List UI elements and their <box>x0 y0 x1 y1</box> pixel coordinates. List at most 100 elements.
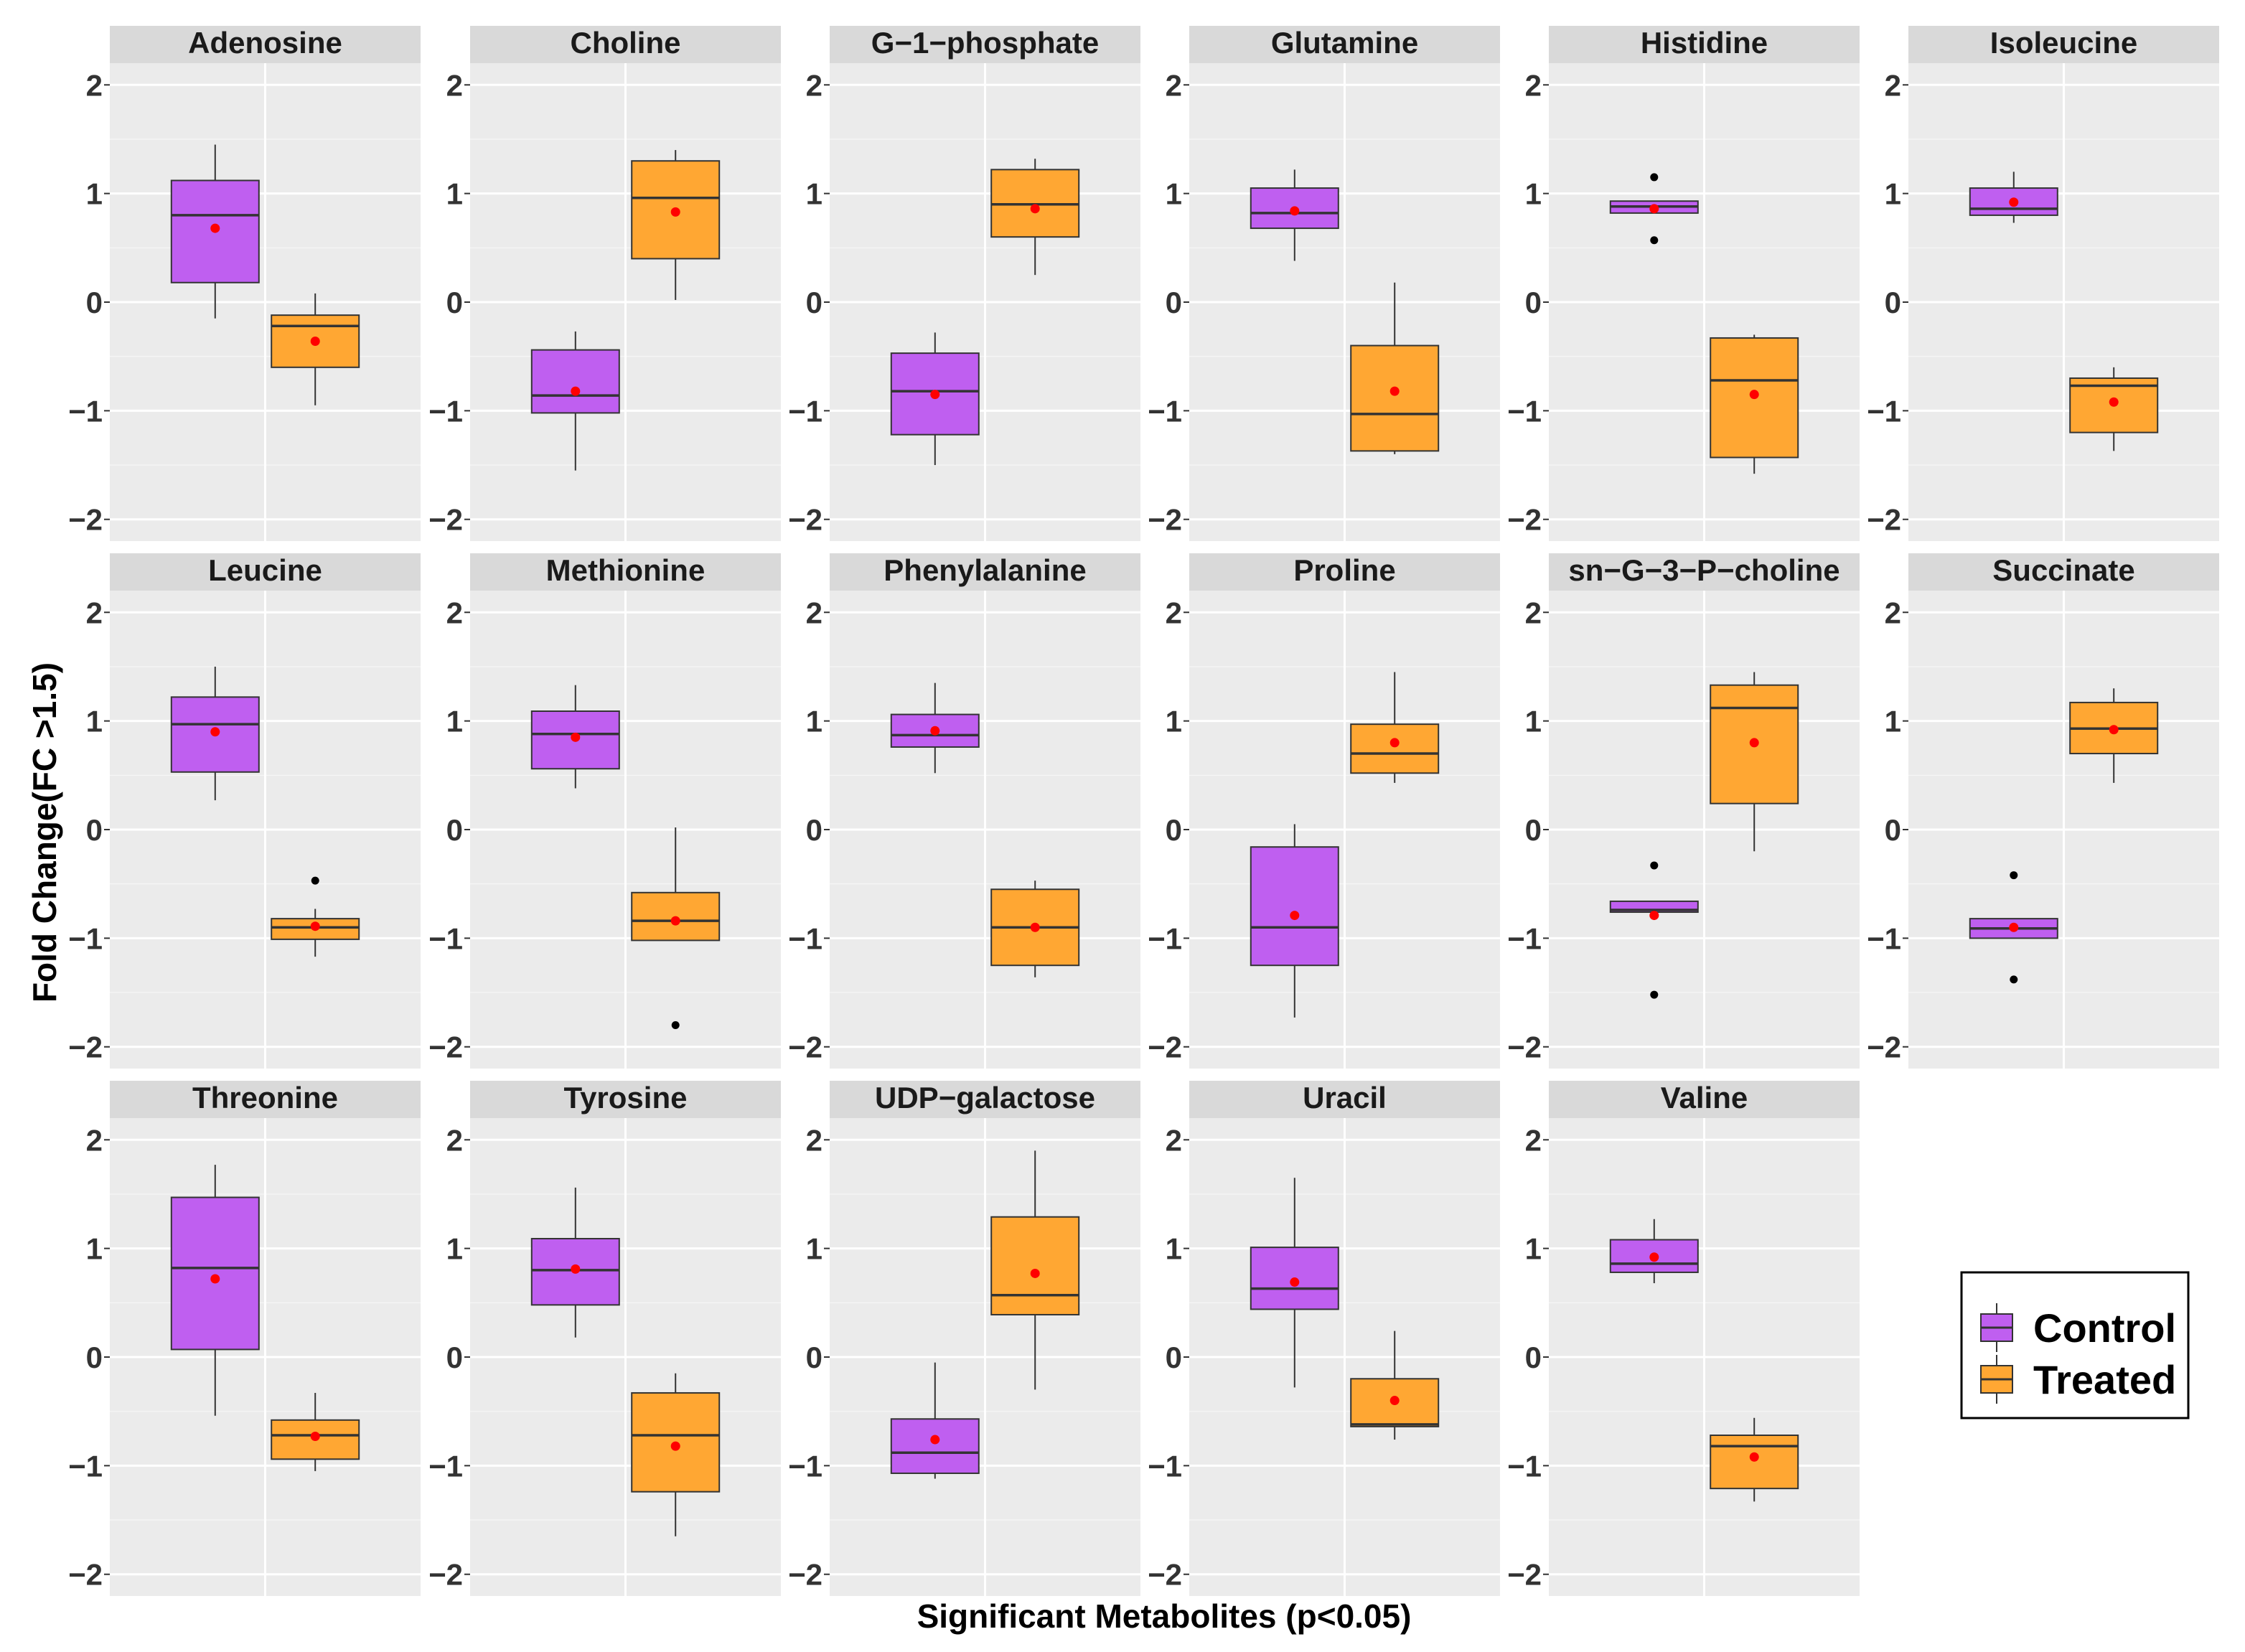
outlier-point <box>2010 975 2018 984</box>
mean-point <box>1749 1452 1759 1462</box>
y-tick-label: 2 <box>1525 68 1542 102</box>
y-tick-label: 2 <box>86 68 103 102</box>
y-tick-label: 2 <box>806 596 822 629</box>
treated-box <box>631 1373 721 1536</box>
y-tick-label: 2 <box>446 68 463 102</box>
facet-title: Choline <box>571 26 681 60</box>
treated-box <box>271 293 360 405</box>
y-tick-label: 2 <box>806 68 822 102</box>
legend-label: Treated <box>2033 1357 2176 1402</box>
mean-point <box>2109 397 2119 407</box>
box-iqr <box>530 349 620 414</box>
treated-box <box>1710 1417 1799 1502</box>
facet-strip <box>110 26 421 63</box>
y-tick-label: −1 <box>788 394 822 428</box>
y-tick-label: −1 <box>68 1449 103 1483</box>
mean-point <box>1030 922 1040 932</box>
box-iqr <box>890 1418 980 1474</box>
mean-point <box>1290 1277 1300 1287</box>
y-tick-label: −1 <box>1867 394 1901 428</box>
facet-title: Phenylalanine <box>884 553 1086 587</box>
y-tick-label: 0 <box>806 1341 822 1374</box>
y-tick-label: 0 <box>86 286 103 319</box>
mean-point <box>670 916 680 926</box>
mean-point <box>670 1441 680 1451</box>
y-tick-label: 0 <box>1166 286 1182 319</box>
control-box <box>1609 173 1699 245</box>
facet-title: Tyrosine <box>564 1081 688 1114</box>
mean-point <box>210 1274 220 1284</box>
y-tick-label: −2 <box>1867 1031 1901 1064</box>
y-tick-label: 0 <box>446 286 463 319</box>
x-axis-title: Significant Metabolites (p<0.05) <box>917 1597 1412 1635</box>
y-tick-label: 1 <box>1525 705 1542 738</box>
facet-strip <box>110 553 421 591</box>
y-tick-label: −1 <box>428 394 463 428</box>
facet-strip <box>1549 26 1860 63</box>
facet-panel: sn−G−3−P−choline −2 −1 0 1 2 <box>1507 553 1860 1069</box>
y-tick-label: 0 <box>1166 1341 1182 1374</box>
facet-strip <box>1189 26 1500 63</box>
treated-box <box>2069 367 2159 451</box>
y-tick-label: −1 <box>428 1449 463 1483</box>
facet-panel: UDP−galactose −2 −1 0 1 2 <box>788 1081 1140 1596</box>
treated-box <box>1710 672 1799 852</box>
mean-point <box>670 207 680 217</box>
y-tick-label: 0 <box>446 813 463 847</box>
facet-panel: Succinate −2 −1 0 1 2 <box>1867 553 2219 1069</box>
y-tick-label: −2 <box>1507 1031 1542 1064</box>
treated-box <box>1350 1330 1440 1440</box>
treated-box <box>1350 672 1440 783</box>
y-tick-label: 1 <box>446 1232 463 1266</box>
y-tick-label: −1 <box>1148 1449 1182 1483</box>
treated-box <box>990 1150 1080 1390</box>
control-box <box>530 685 620 789</box>
facet-panel: Isoleucine −2 −1 0 1 2 <box>1867 26 2219 541</box>
mean-point <box>2009 197 2019 207</box>
mean-point <box>930 726 940 736</box>
facet-panel: Phenylalanine −2 −1 0 1 2 <box>788 553 1140 1069</box>
mean-point <box>1290 911 1300 921</box>
outlier-point <box>311 876 319 885</box>
mean-point <box>930 1435 940 1445</box>
y-tick-label: −2 <box>1148 1558 1182 1592</box>
y-tick-label: 1 <box>446 705 463 738</box>
y-tick-label: 2 <box>1525 1123 1542 1157</box>
outlier-point <box>2010 871 2018 880</box>
mean-point <box>571 732 581 742</box>
facet-panel: Glutamine −2 −1 0 1 2 <box>1148 26 1500 541</box>
y-tick-label: 0 <box>1525 286 1542 319</box>
box-iqr <box>1250 846 1339 967</box>
y-tick-label: 1 <box>806 1232 822 1266</box>
y-tick-label: −2 <box>788 1558 822 1592</box>
facet-strip <box>1549 553 1860 591</box>
facet-title: Succinate <box>1992 553 2134 587</box>
y-tick-label: −2 <box>428 1031 463 1064</box>
facet-title: Uracil <box>1303 1081 1387 1114</box>
mean-point <box>1749 738 1759 748</box>
mean-point <box>2109 725 2119 735</box>
facet-title: Isoleucine <box>1990 26 2137 60</box>
y-tick-label: 2 <box>1885 596 1901 629</box>
y-tick-label: −2 <box>1507 1558 1542 1592</box>
facet-title: Methionine <box>546 553 706 587</box>
y-tick-label: −1 <box>1507 921 1542 955</box>
y-tick-label: −2 <box>788 1031 822 1064</box>
y-tick-label: −1 <box>1507 1449 1542 1483</box>
treated-box <box>990 159 1080 276</box>
outlier-point <box>1650 990 1659 999</box>
treated-box <box>271 1392 360 1471</box>
y-tick-label: 1 <box>1166 1232 1182 1266</box>
y-tick-label: 1 <box>1885 177 1901 211</box>
facet-panel: Methionine −2 −1 0 1 2 <box>428 553 781 1069</box>
y-tick-label: −1 <box>68 921 103 955</box>
y-tick-label: 1 <box>446 177 463 211</box>
box-iqr <box>1710 1434 1799 1490</box>
facet-panel: Threonine −2 −1 0 1 2 <box>68 1081 421 1596</box>
box-iqr <box>1350 344 1440 452</box>
y-tick-label: 0 <box>86 813 103 847</box>
facet-title: Proline <box>1293 553 1395 587</box>
control-box <box>1609 861 1699 999</box>
outlier-point <box>1650 861 1659 870</box>
